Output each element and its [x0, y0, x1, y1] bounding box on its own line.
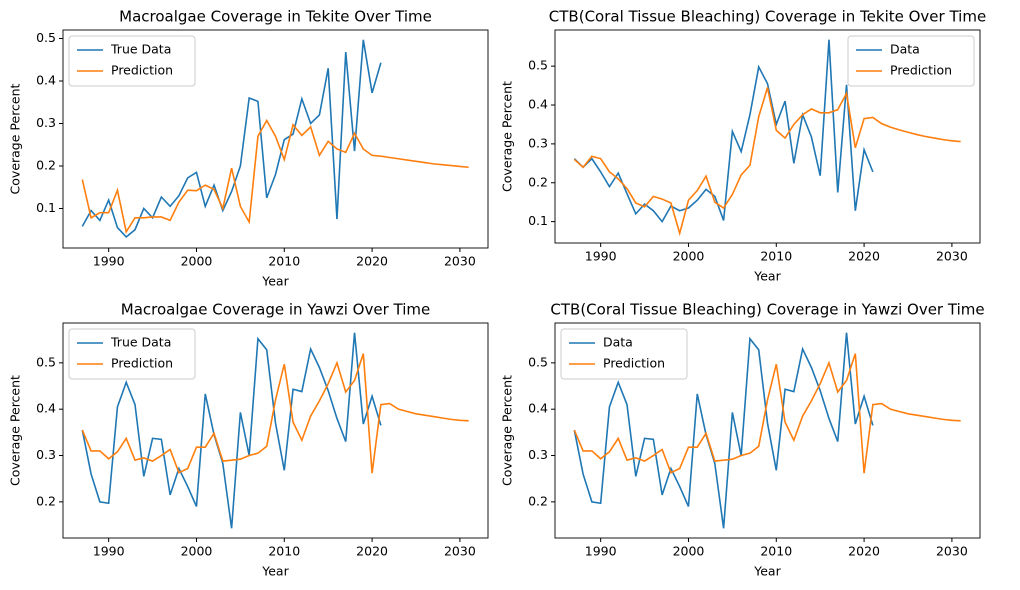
legend-box: [847, 35, 975, 87]
y-tick-label: 0.2: [36, 157, 56, 172]
series-line: [573, 332, 874, 529]
legend-label: True Data: [110, 42, 171, 57]
series-line: [81, 353, 469, 474]
x-tick-label: 2000: [181, 544, 213, 559]
y-tick-label: 0.5: [528, 58, 548, 73]
x-tick-label: 2020: [356, 544, 388, 559]
chart-title: CTB(Coral Tissue Bleaching) Coverage in …: [550, 301, 984, 319]
legend-label: Prediction: [111, 356, 173, 371]
legend-label: Prediction: [890, 63, 952, 78]
series-line: [81, 118, 469, 234]
x-tick-label: 1990: [585, 249, 617, 264]
x-tick-label: 2010: [268, 254, 300, 269]
y-tick-label: 0.3: [36, 447, 56, 462]
series-line: [573, 39, 874, 224]
series-line: [81, 39, 382, 239]
y-tick-label: 0.1: [36, 200, 56, 215]
y-tick-label: 0.4: [528, 401, 548, 416]
y-axis-label: Coverage Percent: [8, 375, 23, 486]
x-tick-label: 2020: [356, 254, 388, 269]
series-line: [573, 87, 961, 237]
x-tick-label: 2010: [760, 249, 792, 264]
legend: Data Prediction: [560, 328, 688, 380]
x-tick-label: 2030: [936, 544, 968, 559]
legend-label: True Data: [110, 335, 171, 350]
chart-title: Macroalgae Coverage in Tekite Over Time: [119, 8, 432, 26]
y-tick-label: 0.3: [528, 135, 548, 150]
axes-frame: [62, 29, 489, 249]
y-tick-label: 0.5: [528, 354, 548, 369]
x-tick-label: 2030: [444, 544, 476, 559]
y-tick-label: 0.5: [36, 354, 56, 369]
legend-label: Data: [890, 42, 920, 57]
x-tick-label: 2000: [673, 544, 705, 559]
series-line: [81, 332, 382, 529]
series-line: [573, 353, 961, 474]
legend-label: Prediction: [111, 63, 173, 78]
x-tick-label: 1990: [585, 544, 617, 559]
y-tick-label: 0.1: [528, 213, 548, 228]
x-axis-label: Year: [261, 564, 289, 579]
x-tick-label: 2010: [268, 544, 300, 559]
axes-frame: [62, 322, 489, 539]
y-tick-label: 0.4: [36, 401, 56, 416]
legend-box: [68, 35, 196, 87]
y-axis-label: Coverage Percent: [500, 81, 515, 192]
axes-frame: [554, 322, 981, 539]
x-tick-label: 2000: [181, 254, 213, 269]
legend-label: Prediction: [603, 356, 665, 371]
x-tick-label: 2030: [936, 249, 968, 264]
legend: True Data Prediction: [68, 35, 196, 87]
y-axis-label: Coverage Percent: [500, 375, 515, 486]
y-tick-label: 0.4: [36, 72, 56, 87]
legend-box: [68, 328, 196, 380]
x-tick-label: 2000: [673, 249, 705, 264]
y-tick-label: 0.3: [36, 115, 56, 130]
x-tick-label: 1990: [93, 544, 125, 559]
y-tick-label: 0.5: [36, 30, 56, 45]
chart-title: CTB(Coral Tissue Bleaching) Coverage in …: [549, 8, 986, 26]
x-tick-label: 2020: [848, 249, 880, 264]
x-tick-label: 2030: [444, 254, 476, 269]
y-tick-label: 0.4: [528, 97, 548, 112]
x-tick-label: 2010: [760, 544, 792, 559]
x-axis-label: Year: [261, 274, 289, 289]
legend-label: Data: [603, 335, 633, 350]
x-tick-label: 2020: [848, 544, 880, 559]
axes-frame: [554, 29, 981, 244]
y-tick-label: 0.3: [528, 447, 548, 462]
x-axis-label: Year: [753, 564, 781, 579]
y-axis-label: Coverage Percent: [8, 83, 23, 194]
chart-title: Macroalgae Coverage in Yawzi Over Time: [121, 301, 430, 319]
x-axis-label: Year: [753, 269, 781, 284]
y-tick-label: 0.2: [36, 493, 56, 508]
legend: True Data Prediction: [68, 328, 196, 380]
legend-box: [560, 328, 688, 380]
legend: Data Prediction: [847, 35, 975, 87]
y-tick-label: 0.2: [528, 493, 548, 508]
x-tick-label: 1990: [93, 254, 125, 269]
y-tick-label: 0.2: [528, 174, 548, 189]
